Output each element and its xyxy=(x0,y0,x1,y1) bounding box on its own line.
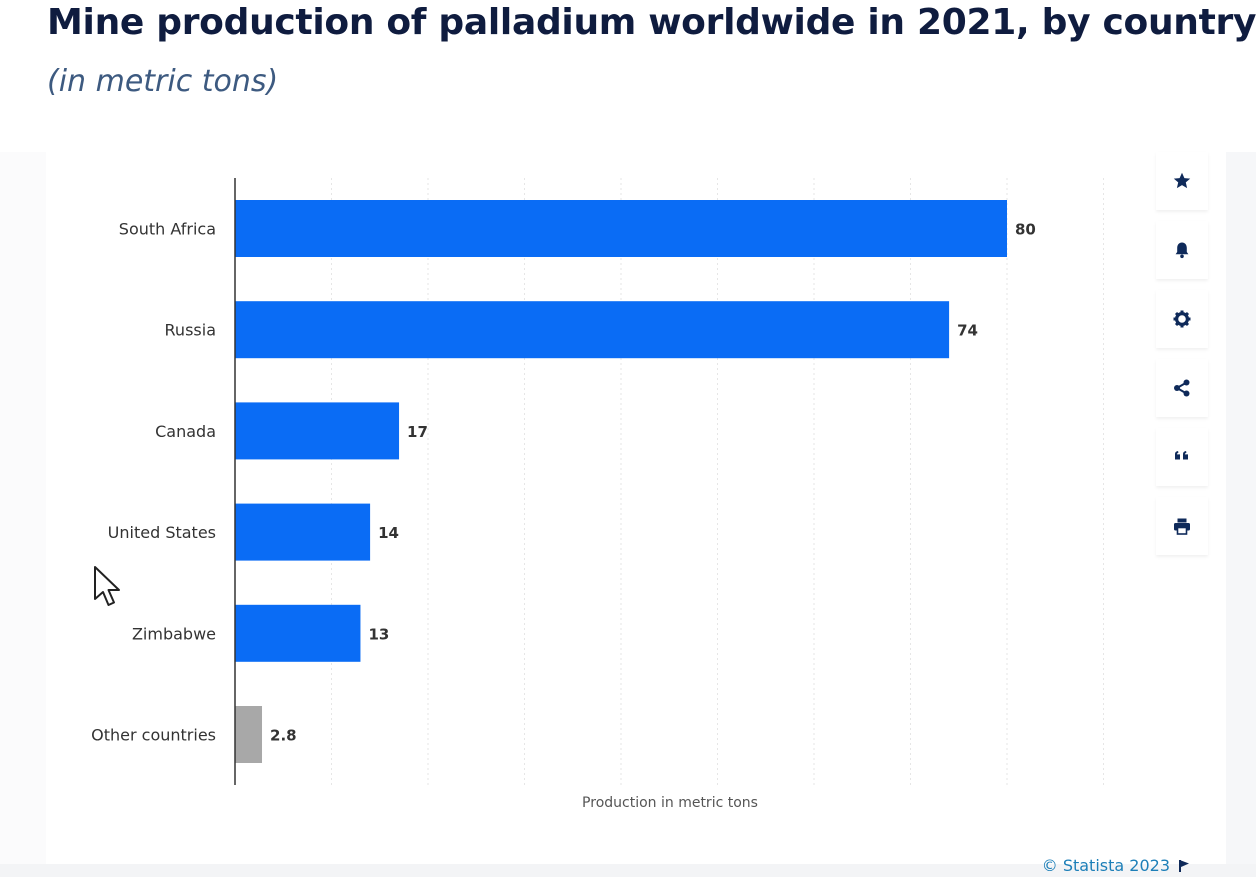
credit-text: © Statista 2023 xyxy=(1041,856,1170,875)
bar[interactable] xyxy=(235,706,263,763)
value-label: 80 xyxy=(1015,221,1036,239)
share-button[interactable] xyxy=(1156,359,1208,417)
chart-title: Mine production of palladium worldwide i… xyxy=(47,2,1256,43)
value-label: 17 xyxy=(407,423,428,441)
category-label: South Africa xyxy=(119,220,216,239)
x-axis-label: Production in metric tons xyxy=(582,795,758,811)
category-label: Canada xyxy=(155,422,216,441)
value-label: 2.8 xyxy=(270,727,297,745)
category-label: Other countries xyxy=(91,726,216,745)
bar[interactable] xyxy=(235,200,1007,257)
bar[interactable] xyxy=(235,402,400,460)
category-label: Russia xyxy=(165,321,216,340)
left-margin xyxy=(0,152,46,864)
value-label: 13 xyxy=(368,625,389,643)
star-icon xyxy=(1173,172,1191,189)
gridlines xyxy=(331,178,1104,785)
bell-icon xyxy=(1175,242,1189,259)
share-icon xyxy=(1174,379,1190,397)
bar[interactable] xyxy=(235,301,950,359)
bar[interactable] xyxy=(235,503,371,561)
bottom-margin xyxy=(0,864,1256,877)
quote-icon xyxy=(1175,451,1188,460)
value-label: 14 xyxy=(378,524,399,542)
gear-icon xyxy=(1173,310,1191,328)
flag-icon xyxy=(1179,859,1189,872)
chart-subtitle: (in metric tons) xyxy=(47,64,279,99)
settings-button[interactable] xyxy=(1156,290,1208,348)
statista-credit[interactable]: © Statista 2023 xyxy=(1042,856,1190,875)
value-labels: 80 74 17 14 13 2.8 xyxy=(270,221,1036,745)
category-label: Zimbabwe xyxy=(132,624,216,643)
favorite-button[interactable] xyxy=(1156,152,1208,210)
notification-button[interactable] xyxy=(1156,221,1208,279)
print-button[interactable] xyxy=(1156,497,1208,555)
bars xyxy=(235,200,1007,763)
printer-icon xyxy=(1174,518,1190,535)
chart-toolbar xyxy=(1156,152,1208,566)
mouse-cursor-icon xyxy=(94,566,120,606)
right-margin xyxy=(1226,152,1256,864)
category-label: United States xyxy=(108,523,216,542)
bar[interactable] xyxy=(235,604,361,662)
value-label: 74 xyxy=(957,322,978,340)
category-labels: South Africa Russia Canada United States Zim… xyxy=(91,220,216,745)
cite-button[interactable] xyxy=(1156,428,1208,486)
